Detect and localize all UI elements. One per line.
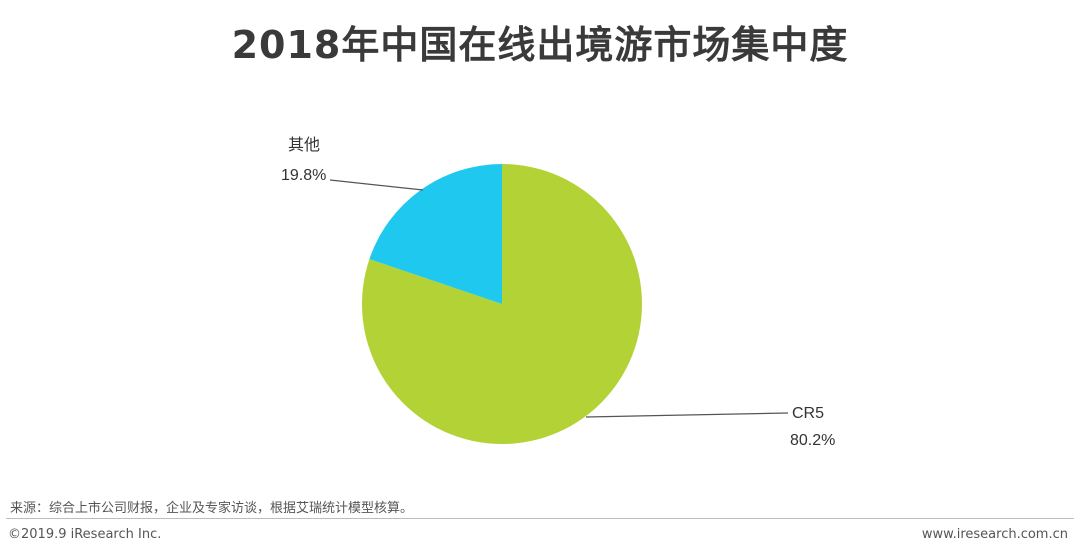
pie-slice-cr5 [362, 164, 643, 444]
leader-line-cr5 [585, 412, 789, 418]
slice-value-cr5: 80.2% [790, 432, 835, 449]
website-url: www.iresearch.com.cn [921, 527, 1068, 542]
pie-slices [362, 164, 643, 444]
footer-divider [6, 518, 1074, 519]
slice-value-other: 19.8% [281, 167, 326, 184]
pie-slice-other [369, 164, 502, 304]
slice-label-cr5: CR5 [792, 405, 824, 422]
source-note: 来源：综合上市公司财报，企业及专家访谈，根据艾瑞统计模型核算。 [10, 501, 414, 516]
copyright-text: ©2019.9 iResearch Inc. [8, 527, 162, 542]
slice-label-other: 其他 [288, 135, 320, 154]
chart-title: 2018年中国在线出境游市场集中度 [231, 23, 849, 67]
leader-line-other [329, 179, 424, 191]
pie-chart: CR5 80.2% 其他 19.8% [281, 135, 835, 449]
